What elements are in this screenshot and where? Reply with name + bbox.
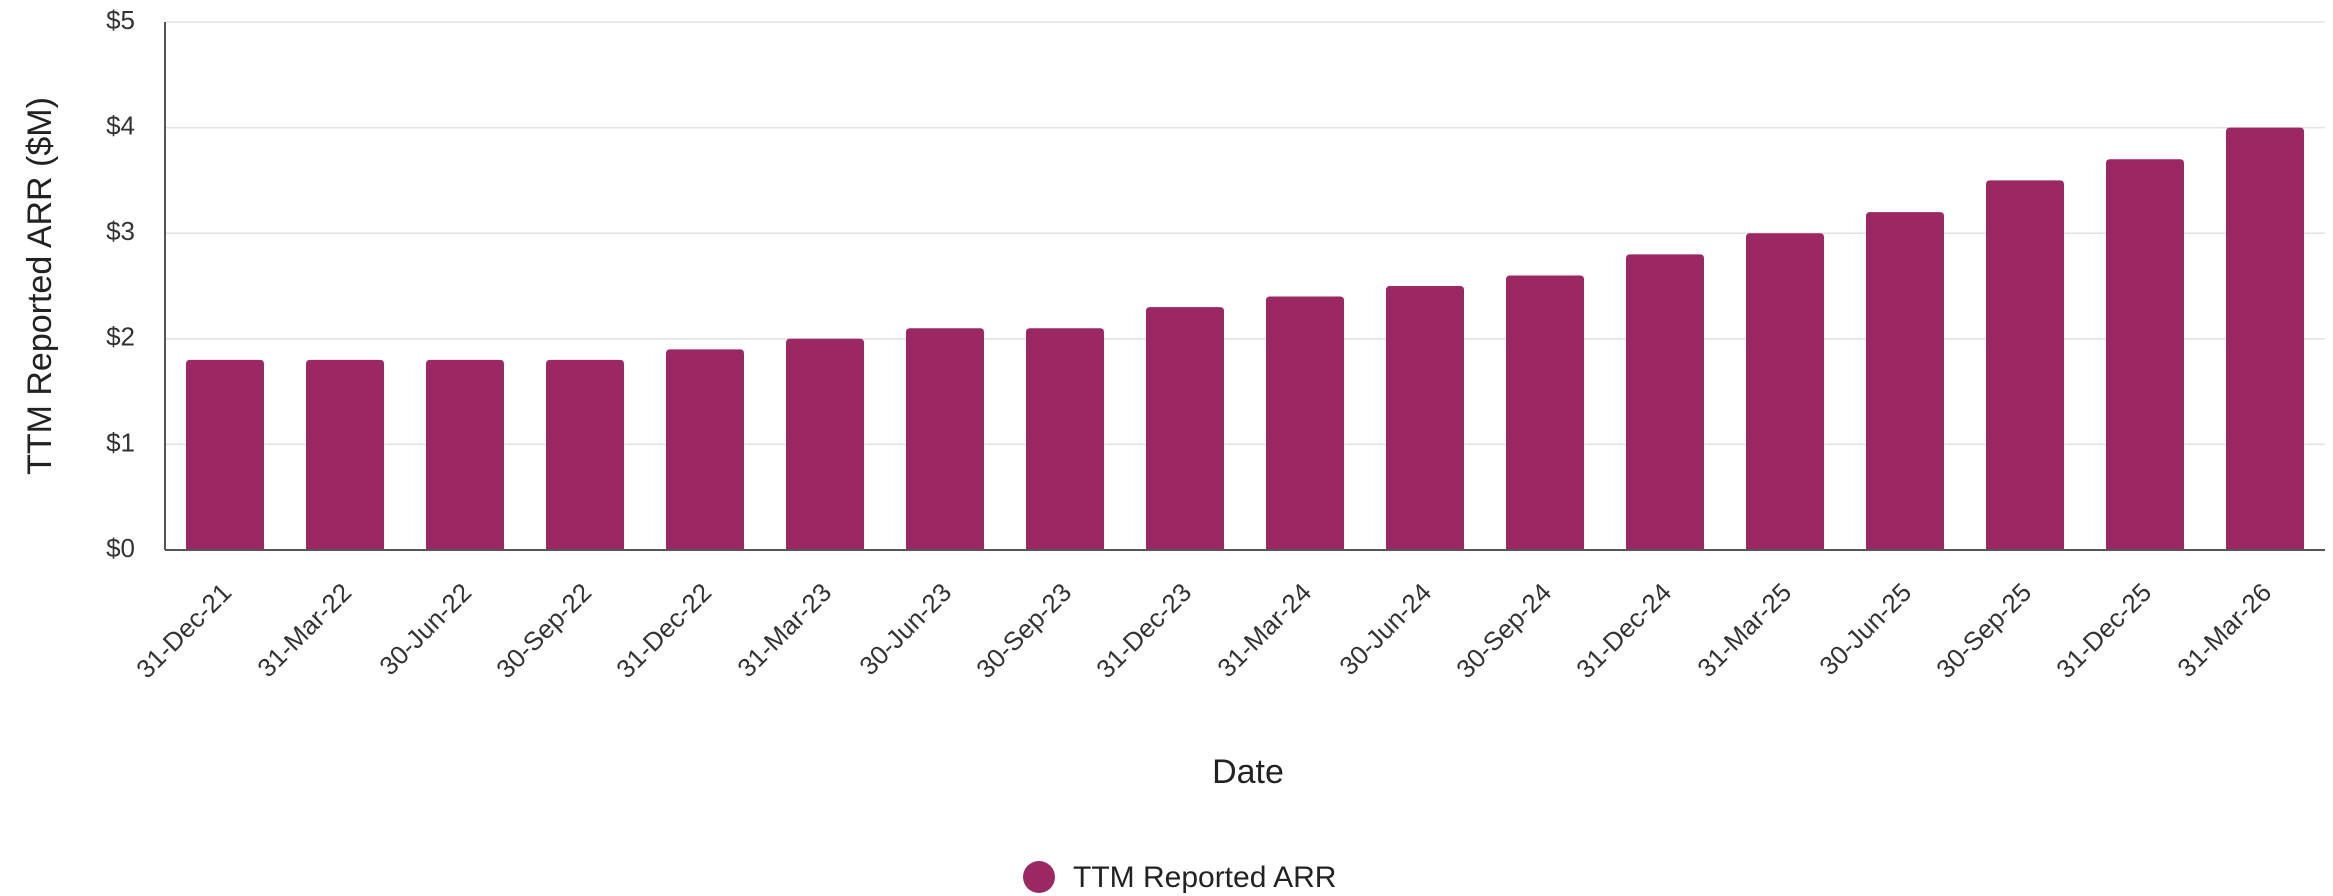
x-axis-title: Date [1212, 753, 1284, 791]
y-tick-label: $0 [106, 533, 135, 563]
x-tick-label: 30-Jun-25 [1813, 577, 1917, 681]
bar [306, 359, 384, 550]
y-tick-label: $4 [106, 110, 135, 140]
y-tick-label: $3 [106, 216, 135, 246]
x-tick-label: 30-Sep-25 [1930, 577, 2037, 684]
bar [786, 338, 864, 550]
bar [546, 359, 624, 550]
bar [186, 359, 264, 550]
bar [1746, 233, 1824, 550]
y-tick-label: $1 [106, 427, 135, 457]
gridlines [165, 21, 2325, 446]
y-tick-label: $2 [106, 322, 135, 352]
bar [1626, 254, 1704, 550]
x-tick-label: 30-Sep-22 [490, 577, 597, 684]
y-tick-labels: $0 $1 $2 $3 $4 $5 [106, 5, 135, 563]
x-tick-label: 30-Jun-22 [373, 577, 477, 681]
bar [1506, 275, 1584, 550]
x-tick-label: 31-Mar-23 [731, 577, 837, 683]
bar [1986, 180, 2064, 550]
x-tick-label: 31-Dec-24 [1570, 577, 1677, 684]
x-tick-label: 31-Dec-23 [1090, 577, 1197, 684]
bar [2226, 127, 2304, 550]
x-tick-label: 31-Mar-25 [1691, 577, 1797, 683]
bar [1866, 212, 1944, 550]
x-tick-label: 30-Sep-24 [1450, 577, 1557, 684]
bar [1386, 286, 1464, 550]
x-tick-label: 30-Jun-23 [853, 577, 957, 681]
x-tick-label: 30-Jun-24 [1333, 577, 1437, 681]
x-tick-label: 31-Dec-25 [2050, 577, 2157, 684]
bar [2106, 159, 2184, 550]
x-tick-label: 31-Mar-24 [1211, 577, 1317, 683]
x-tick-label: 30-Sep-23 [970, 577, 1077, 684]
legend-marker [1023, 861, 1055, 893]
y-tick-label: $5 [106, 5, 135, 35]
x-tick-labels: 31-Dec-21 31-Mar-22 30-Jun-22 30-Sep-22 31-D… [130, 577, 2277, 684]
x-tick-label: 31-Dec-21 [130, 577, 237, 684]
bars [186, 127, 2304, 550]
legend-label: TTM Reported ARR [1073, 861, 1336, 894]
legend: TTM Reported ARR [1023, 861, 1336, 894]
x-tick-label: 31-Mar-22 [251, 577, 357, 683]
bar [666, 349, 744, 550]
bar [426, 359, 504, 550]
x-tick-label: 31-Dec-22 [610, 577, 717, 684]
axes [164, 22, 2325, 551]
bar [1026, 328, 1104, 550]
bar [906, 328, 984, 550]
bar [1266, 296, 1344, 550]
y-axis-title: TTM Reported ARR ($M) [21, 97, 59, 475]
x-tick-label: 31-Mar-26 [2171, 577, 2277, 683]
bar [1146, 307, 1224, 550]
